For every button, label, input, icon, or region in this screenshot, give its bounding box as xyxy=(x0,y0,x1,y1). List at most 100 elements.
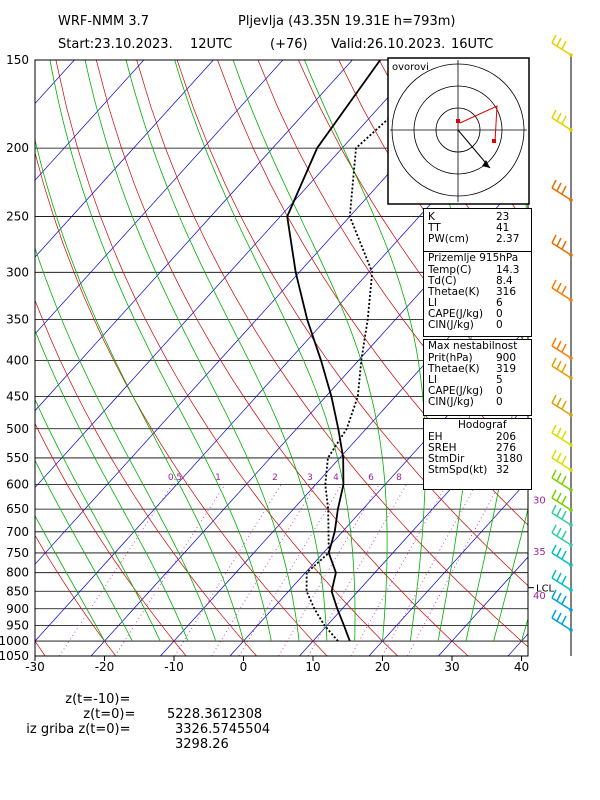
wind-barb xyxy=(551,187,572,201)
stat-key: Temp(C) xyxy=(428,264,472,276)
stat-key: EH xyxy=(428,431,443,443)
moist-adiabat xyxy=(35,329,189,642)
header-line-2: Start:23.10.2023. 12UTC (+76) Valid:26.1… xyxy=(58,37,493,127)
valid-time: 16UTC xyxy=(451,37,494,52)
wind-barb-flag xyxy=(551,34,557,44)
lcl-label: LCL xyxy=(536,584,555,595)
wind-barb-flag xyxy=(556,507,562,517)
box-title: Prizemlje 915hPa xyxy=(428,252,519,264)
hodograph-marker xyxy=(456,119,460,123)
stat-row: LI 6 xyxy=(424,298,531,309)
wind-barb-flag xyxy=(561,455,567,465)
mixing-ratio-line xyxy=(114,484,226,656)
wind-barb-flag xyxy=(561,285,567,295)
wind-barb-flag xyxy=(556,340,562,350)
y-tick-label: 950 xyxy=(6,618,29,632)
wind-barb-flag xyxy=(551,469,557,479)
wind-barb-flag xyxy=(556,112,562,122)
wind-barb xyxy=(551,457,572,471)
y-tick-label: 300 xyxy=(6,265,29,279)
wind-barb-flag xyxy=(561,343,567,353)
stat-value: 0 xyxy=(496,385,503,397)
stat-value: 8.4 xyxy=(496,275,513,287)
stat-row: StmDir 3180 xyxy=(424,454,531,465)
wind-barb xyxy=(551,287,572,301)
stat-row: CAPE(J/kg) 0 xyxy=(424,386,531,397)
y-tick-label: 550 xyxy=(6,451,29,465)
stat-key: StmSpd(kt) xyxy=(428,464,488,476)
wind-barb-flag xyxy=(551,569,557,579)
stat-row: Temp(C) 14.3 xyxy=(424,265,531,276)
theta-label: 35 xyxy=(533,547,546,558)
wind-barb xyxy=(551,365,572,379)
wind-barbs xyxy=(551,34,573,656)
station-name: Pljevlja (43.35N 19.31E h=793m) xyxy=(238,14,456,29)
lead-time: (+76) xyxy=(270,37,308,52)
stat-key: CAPE(J/kg) xyxy=(428,385,484,397)
stat-row: CIN(J/kg) 0 xyxy=(424,320,531,331)
isotherm-line xyxy=(35,60,353,412)
stat-value: 206 xyxy=(496,431,517,443)
stat-value: 32 xyxy=(496,464,510,476)
storm-motion-line xyxy=(457,129,491,169)
wind-barb-flag xyxy=(551,357,557,367)
wind-barb-flag xyxy=(556,182,562,192)
y-tick-label: 600 xyxy=(6,478,29,492)
wind-barb-dot xyxy=(569,128,573,132)
moist-adiabat xyxy=(174,60,356,642)
wind-barb-flag xyxy=(561,363,567,373)
wind-barb-flag xyxy=(551,234,557,244)
max-instability-box: Max nestabilnost Prit(hPa) 900 Thetae(K) 319… xyxy=(423,339,532,416)
dry-adiabat xyxy=(136,60,528,648)
wind-barb-flag xyxy=(561,40,567,50)
isotherm-line xyxy=(35,60,284,335)
wind-barb-dot xyxy=(569,608,573,612)
wind-barb-flag xyxy=(561,495,567,505)
valid-date: Valid:26.10.2023. xyxy=(331,37,446,52)
stat-key: StmDir xyxy=(428,453,465,465)
wind-barb-flag xyxy=(561,595,567,605)
wind-barb-dot xyxy=(569,523,573,527)
dry-adiabat xyxy=(581,60,600,656)
height-value: 3298.26 xyxy=(175,737,229,752)
wind-barb-flag xyxy=(551,279,557,289)
stat-value: 6 xyxy=(496,297,503,309)
wind-barb-flag xyxy=(551,449,557,459)
x-tick-label: 30 xyxy=(444,660,459,674)
wind-barb-flag xyxy=(556,572,562,582)
stat-key: CIN(J/kg) xyxy=(428,319,474,331)
stat-value: 276 xyxy=(496,442,517,454)
wind-barb-dot xyxy=(569,198,573,202)
wind-barb-flag xyxy=(556,492,562,502)
wind-barb xyxy=(551,617,572,631)
start-time: 12UTC xyxy=(190,37,233,52)
wind-barb xyxy=(551,242,572,256)
wind-barb-flag xyxy=(551,424,557,434)
wind-barb-flag xyxy=(556,527,562,537)
wind-barb xyxy=(551,577,572,591)
wind-barb-flag xyxy=(551,109,557,119)
storm-motion-arrow xyxy=(482,160,490,168)
theta-label: 30 xyxy=(533,496,546,507)
wind-barb xyxy=(551,117,572,131)
stat-value: 319 xyxy=(496,363,517,375)
temperature-profile xyxy=(286,60,381,642)
mixing-ratio-label: 1 xyxy=(215,473,221,483)
mixing-ratio-line xyxy=(407,484,500,656)
y-tick-label: 850 xyxy=(6,584,29,598)
stat-key: CIN(J/kg) xyxy=(428,396,474,408)
stat-row: Thetae(K) 316 xyxy=(424,287,531,298)
y-tick-label: 1000 xyxy=(0,634,29,648)
indices-box: K 23 TT 41 PW(cm) 2.37 xyxy=(423,208,532,253)
height-grib: iz griba z(t=0)= 3298.26 xyxy=(18,707,229,752)
mixing-ratio-label: 4 xyxy=(333,473,339,483)
moist-adiabat xyxy=(49,60,272,642)
mixing-ratio-label: 6 xyxy=(368,473,374,483)
y-tick-label: 350 xyxy=(6,313,29,327)
moist-adiabat xyxy=(35,398,161,642)
stat-key: K xyxy=(428,211,435,223)
stat-value: 316 xyxy=(496,286,517,298)
wind-barb-dot xyxy=(569,298,573,302)
wind-barb-flag xyxy=(561,185,567,195)
